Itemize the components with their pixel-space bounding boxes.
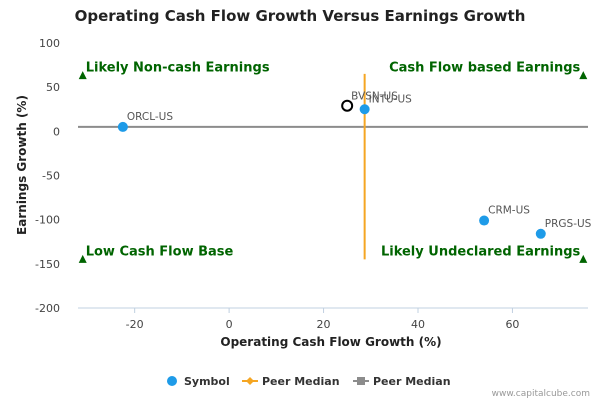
legend-label: Symbol bbox=[184, 375, 230, 388]
quadrant-label: Likely Non-cash Earnings bbox=[86, 61, 270, 76]
x-tick-label: 40 bbox=[411, 318, 425, 331]
x-tick-label: 20 bbox=[317, 318, 331, 331]
y-tick-label: 0 bbox=[53, 125, 60, 138]
x-axis-ticks: -20 0 20 40 60 bbox=[126, 308, 519, 331]
scatter-point bbox=[359, 104, 370, 115]
y-tick-label: -50 bbox=[42, 170, 60, 183]
scatter-point bbox=[479, 215, 490, 226]
scatter-point bbox=[117, 121, 128, 132]
y-axis-ticks: 100 50 0 -50 -100 -150 -200 bbox=[35, 37, 60, 315]
point-label: CRM-US bbox=[488, 205, 530, 217]
data-points: BVSN-US ORCL-US INTU-US CRM-US PRGS-US bbox=[117, 91, 592, 239]
x-tick-label: 60 bbox=[505, 318, 519, 331]
y-tick-label: 50 bbox=[46, 81, 60, 94]
chart-title: Operating Cash Flow Growth Versus Earnin… bbox=[75, 7, 526, 25]
y-tick-label: 100 bbox=[39, 37, 60, 50]
quadrant-triangle-marker bbox=[78, 254, 87, 263]
quadrant-label: Likely Undeclared Earnings bbox=[381, 244, 581, 259]
x-tick-label: -20 bbox=[126, 318, 144, 331]
quadrant-triangle-marker bbox=[78, 71, 87, 80]
quadrant-labels: Likely Non-cash Earnings Cash Flow based … bbox=[78, 61, 588, 263]
point-label: INTU-US bbox=[369, 93, 413, 105]
legend-label: Peer Median bbox=[262, 375, 340, 388]
quadrant-triangle-marker bbox=[579, 254, 588, 263]
peer-median-lines bbox=[78, 73, 588, 260]
legend-square-icon bbox=[357, 377, 365, 385]
point-label: BVSN-US bbox=[351, 91, 398, 103]
scatter-point bbox=[535, 228, 546, 239]
highlight-point bbox=[341, 99, 354, 112]
legend-circle-icon bbox=[167, 376, 177, 386]
point-label: ORCL-US bbox=[127, 111, 174, 123]
y-axis-title: Earnings Growth (%) bbox=[15, 95, 29, 235]
y-tick-label: -150 bbox=[35, 258, 60, 271]
legend-label: Peer Median bbox=[373, 375, 451, 388]
quadrant-label: Cash Flow based Earnings bbox=[389, 61, 580, 76]
quadrant-triangle-marker bbox=[579, 71, 588, 80]
point-label: PRGS-US bbox=[545, 218, 592, 230]
y-tick-label: -200 bbox=[35, 302, 60, 315]
y-tick-label: -100 bbox=[35, 214, 60, 227]
quadrant-label: Low Cash Flow Base bbox=[86, 244, 234, 259]
credit-text: www.capitalcube.com bbox=[492, 389, 590, 399]
x-axis-title: Operating Cash Flow Growth (%) bbox=[220, 335, 441, 349]
x-tick-label: 0 bbox=[226, 318, 233, 331]
legend-diamond-icon bbox=[246, 377, 254, 385]
legend: Symbol Peer Median Peer Median bbox=[167, 375, 451, 388]
